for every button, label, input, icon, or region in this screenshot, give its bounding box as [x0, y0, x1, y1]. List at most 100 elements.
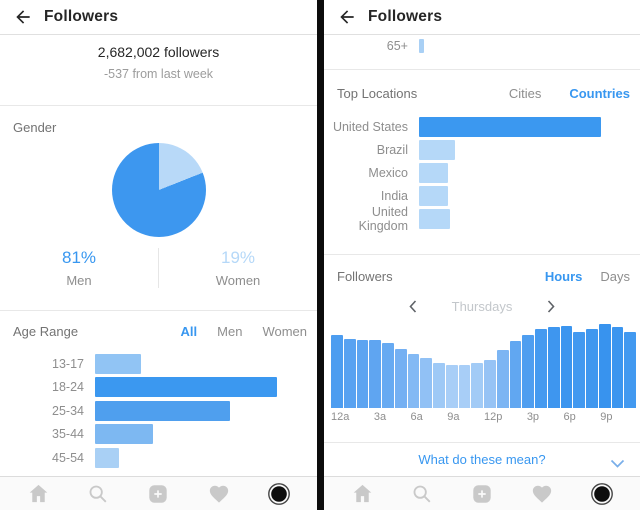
home-icon[interactable]: [347, 479, 377, 509]
hour-bar-10p: [611, 326, 624, 408]
bar-label-18-24: 18-24: [52, 380, 84, 395]
bar-45-54: [95, 447, 119, 468]
hour-tick-11a: [472, 411, 483, 425]
men-label: Men: [66, 273, 92, 288]
gender-section-label: Gender: [13, 120, 57, 135]
activity-heart-icon[interactable]: [527, 479, 557, 509]
age-range-section: Age Range All Men Women 13-17 18-24 25-34 3…: [0, 310, 317, 510]
bar-13-17: [95, 353, 141, 374]
search-icon[interactable]: [407, 479, 437, 509]
hour-bar-3p: [522, 334, 534, 408]
left-screen: Followers 2,682,002 followers -537 from …: [0, 0, 317, 510]
hour-bar-6a: [407, 354, 420, 408]
bar-row-Brazil: Brazil: [324, 138, 640, 161]
hour-bar-12a: [331, 334, 343, 408]
bar-row-45-54: 45-54: [0, 446, 317, 470]
search-icon[interactable]: [83, 479, 113, 509]
day-navigator: Thursdays: [324, 296, 640, 316]
bar-label-13-17: 13-17: [52, 356, 84, 371]
hour-bar-10a: [458, 365, 471, 408]
bar-India: [419, 186, 449, 207]
top-locations-label: Top Locations: [337, 86, 418, 101]
age-row-65plus: 65+: [324, 37, 640, 55]
hour-bar-8p: [586, 329, 598, 408]
men-percentage: 81%: [61, 248, 97, 267]
hour-bar-9a: [445, 365, 458, 408]
hour-tick-1a: [350, 411, 361, 425]
hour-bar-5p: [547, 326, 560, 408]
top-locations-section: Top Locations Cities Countries United St…: [324, 70, 640, 255]
hour-tick-2p: [515, 411, 526, 425]
gender-stat-men: 81% Men: [0, 248, 158, 288]
bar-row-Mexico: Mexico: [324, 161, 640, 184]
hour-tick-3a: 3a: [373, 411, 387, 423]
hour-bar-2p: [509, 340, 522, 408]
hour-tick-9a: 9a: [447, 411, 460, 423]
gender-stats-divider: [158, 248, 159, 288]
hour-tick-5p: [552, 411, 563, 425]
tab-all[interactable]: All: [180, 324, 198, 339]
tab-days[interactable]: Days: [600, 269, 630, 284]
profile-icon[interactable]: [587, 479, 617, 509]
hourly-followers-bar-chart: [331, 324, 636, 408]
bar-row-25-34: 25-34: [0, 399, 317, 423]
new-post-icon[interactable]: [467, 479, 497, 509]
bar-row-18-24: 18-24: [0, 376, 317, 400]
hour-bar-7p: [573, 331, 585, 408]
right-header: Followers: [324, 0, 640, 35]
tab-countries[interactable]: Countries: [569, 86, 630, 101]
bar-label-United States: United States: [332, 119, 408, 134]
previous-day-button[interactable]: [399, 298, 427, 315]
hour-bar-1a: [343, 339, 356, 408]
tab-men[interactable]: Men: [217, 324, 243, 339]
bottom-nav-left: [0, 476, 317, 510]
bar-United Kingdom: [419, 209, 450, 230]
age-range-header: Age Range All Men Women: [0, 324, 317, 339]
bar-row-35-44: 35-44: [0, 423, 317, 447]
hour-tick-4p: [540, 411, 551, 425]
followers-activity-label: Followers: [337, 269, 393, 284]
hour-tick-8p: [589, 411, 600, 425]
collapse-button[interactable]: [610, 455, 625, 473]
tab-women[interactable]: Women: [262, 324, 307, 339]
followers-count: 2,682,002 followers: [97, 44, 220, 60]
help-link[interactable]: What do these mean?: [418, 452, 546, 467]
hour-bar-3a: [369, 339, 381, 408]
next-day-button[interactable]: [537, 298, 565, 315]
hour-tick-12p: 12p: [483, 411, 503, 423]
tab-hours[interactable]: Hours: [544, 269, 583, 284]
hour-tick-10p: [614, 411, 625, 425]
hour-bar-7a: [420, 358, 432, 408]
gender-section: Gender 81% Men 19% Women: [0, 106, 317, 310]
hour-tick-7a: [424, 411, 435, 425]
hour-bar-8a: [433, 362, 445, 408]
hour-tick-4a: [387, 411, 398, 425]
hour-bar-9p: [598, 324, 611, 408]
tab-cities[interactable]: Cities: [508, 86, 542, 101]
left-header: Followers: [0, 0, 317, 35]
hour-bar-12p: [484, 360, 496, 408]
back-button[interactable]: [324, 7, 368, 27]
hour-tick-9p: 9p: [600, 411, 613, 423]
bar-18-24: [95, 377, 277, 398]
age-range-overflow-section: 65+: [324, 35, 640, 70]
bar-label-Mexico: Mexico: [368, 165, 408, 180]
hour-tick-7p: [577, 411, 588, 425]
activity-heart-icon[interactable]: [204, 479, 234, 509]
hour-bar-5a: [394, 349, 407, 408]
hour-tick-6a: 6a: [410, 411, 423, 423]
profile-icon[interactable]: [264, 479, 294, 509]
gender-stats: 81% Men 19% Women: [0, 245, 317, 291]
new-post-icon[interactable]: [143, 479, 173, 509]
gender-stat-women: 19% Women: [159, 248, 317, 288]
home-icon[interactable]: [23, 479, 53, 509]
bar-Mexico: [419, 162, 449, 183]
bar-label-45-54: 45-54: [52, 450, 84, 465]
back-button[interactable]: [0, 7, 44, 27]
bar-label-35-44: 35-44: [52, 427, 84, 442]
hour-tick-1p: [503, 411, 514, 425]
hour-tick-10a: [461, 411, 472, 425]
bar-label-65plus: 65+: [386, 39, 408, 53]
hour-tick-8a: [436, 411, 447, 425]
women-label: Women: [215, 273, 261, 288]
